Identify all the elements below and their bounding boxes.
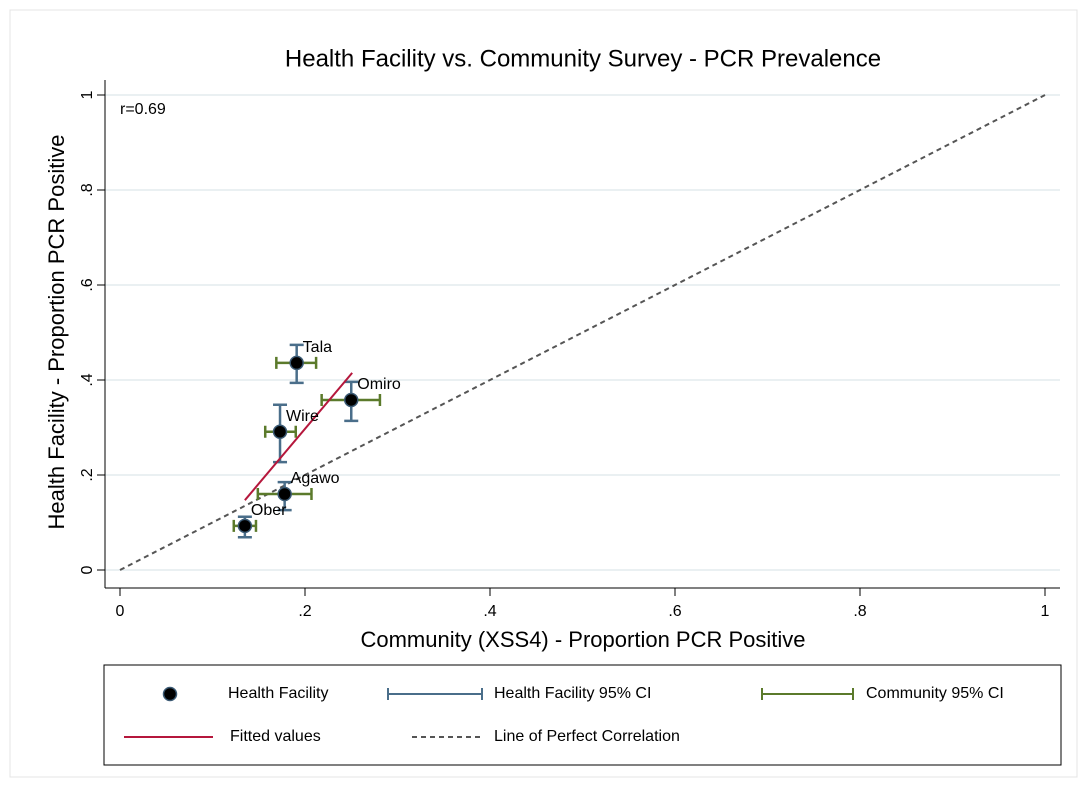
chart-title: Health Facility vs. Community Survey - P… <box>285 45 881 72</box>
y-tick-label: .6 <box>79 278 96 291</box>
x-tick-label: .4 <box>483 603 496 620</box>
graph-region <box>9 9 1078 778</box>
y-axis-label: Health Facility - Proportion PCR Positiv… <box>44 135 69 530</box>
x-tick-label: 0 <box>116 603 125 620</box>
y-tick-label: .2 <box>79 468 96 481</box>
y-tick-label: 0 <box>79 565 96 574</box>
point <box>237 518 253 534</box>
point <box>289 355 304 371</box>
y-tick-label: .8 <box>79 183 96 196</box>
x-tick-label: 1 <box>1041 603 1050 620</box>
x-tick-label: .6 <box>668 603 681 620</box>
point <box>344 392 359 408</box>
annotation: r=0.69 <box>120 101 166 118</box>
legend-marker <box>387 688 483 700</box>
fitted-line <box>244 372 353 501</box>
perfect-correlation-line <box>119 94 1046 571</box>
legend-label: Health Facility 95% CI <box>494 685 651 702</box>
legend-marker <box>761 688 854 700</box>
y-tick-label: .4 <box>79 373 96 386</box>
point-label: Agawo <box>291 470 340 487</box>
x-axis-label: Community (XSS4) - Proportion PCR Positi… <box>360 627 805 652</box>
legend-label: Line of Perfect Correlation <box>494 728 680 745</box>
legend-box <box>103 664 1062 766</box>
y-tick-label: 1 <box>79 90 96 99</box>
legend-label: Health Facility <box>228 685 328 702</box>
legend-label: Community 95% CI <box>866 685 1004 702</box>
point-label: Tala <box>303 339 332 356</box>
point-label: Omiro <box>357 376 401 393</box>
legend-label: Fitted values <box>230 728 321 745</box>
point <box>272 424 288 440</box>
point-label: Ober <box>251 502 287 519</box>
legend-marker <box>162 686 178 702</box>
x-tick-label: .2 <box>298 603 311 620</box>
point-label: Wire <box>286 408 319 425</box>
x-tick-label: .8 <box>853 603 866 620</box>
point <box>277 486 292 502</box>
